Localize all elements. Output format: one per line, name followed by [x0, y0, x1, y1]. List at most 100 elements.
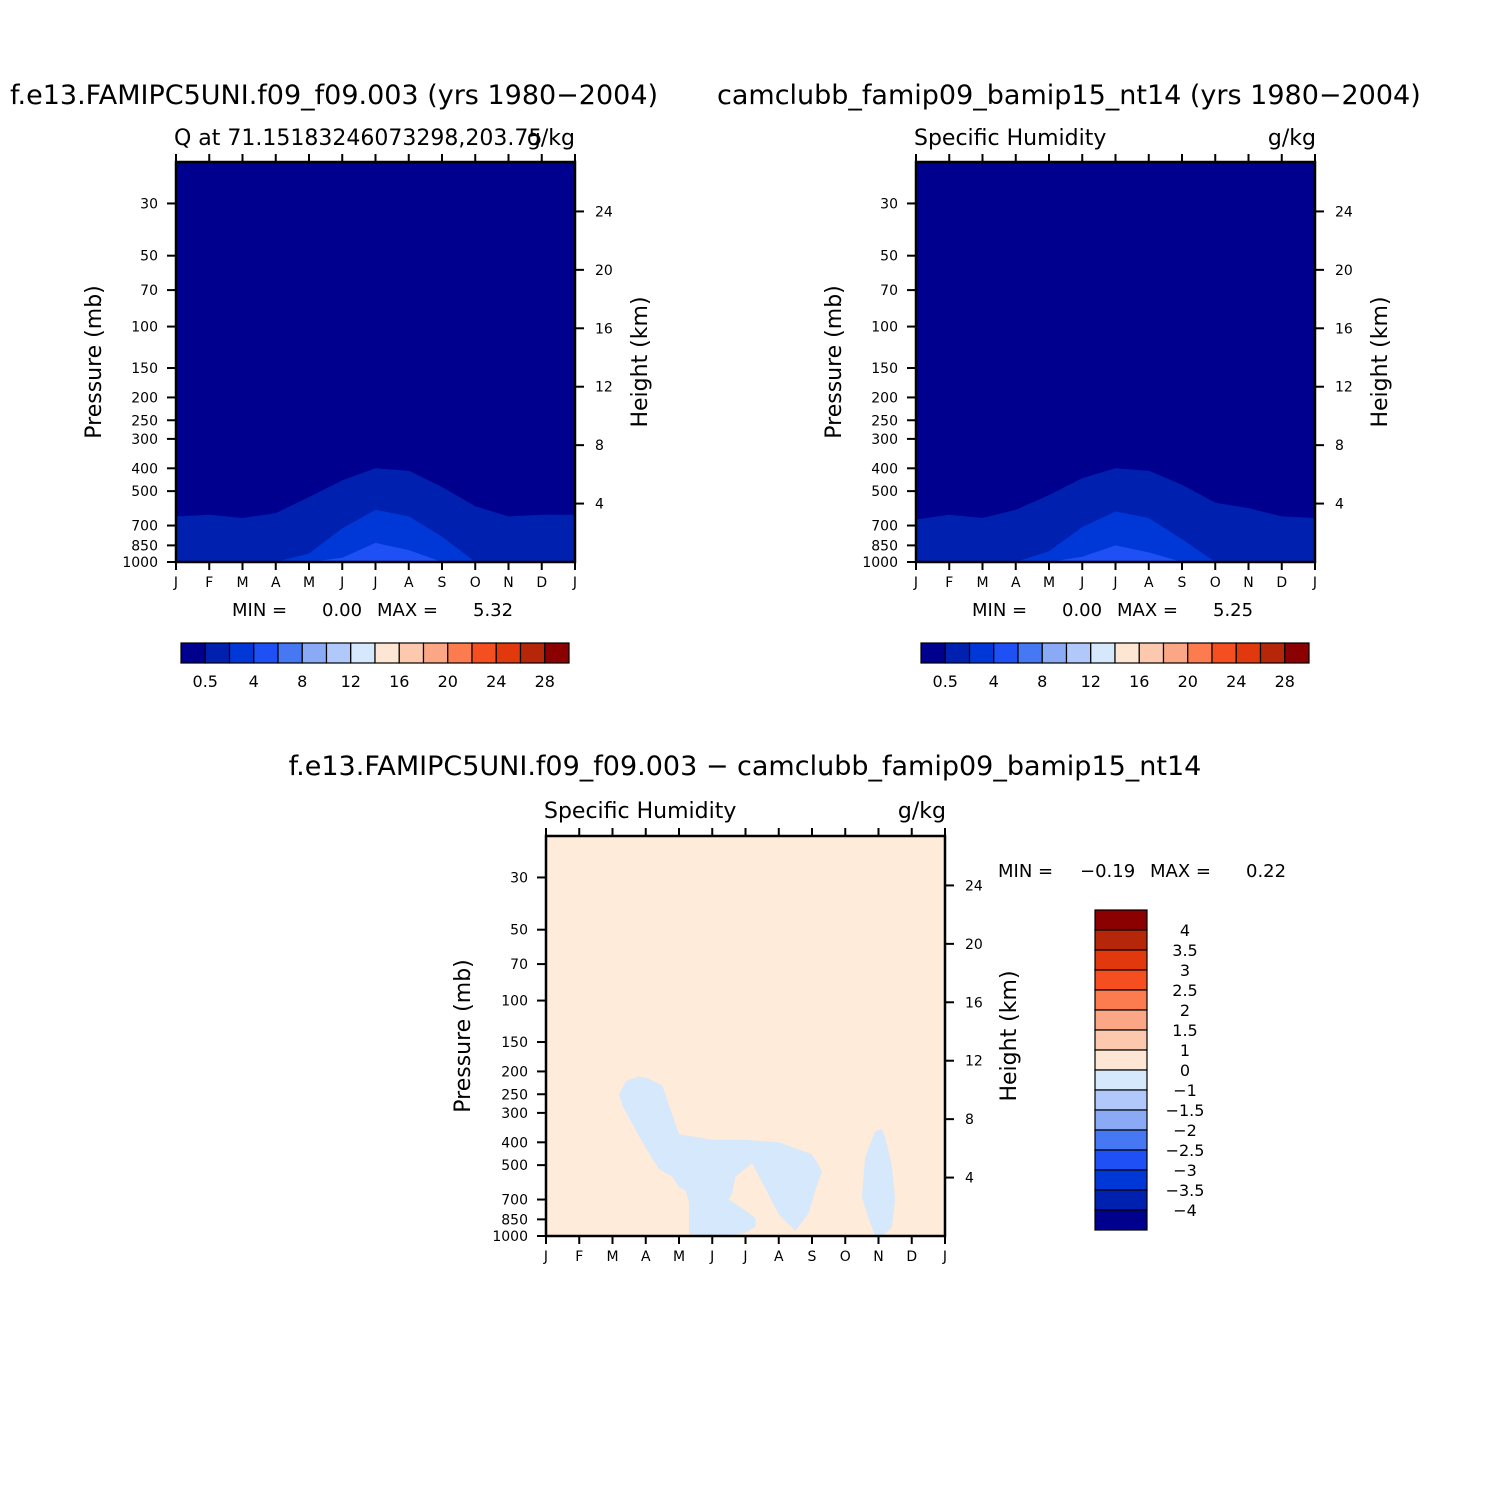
colorbar-label: 4	[1180, 921, 1190, 940]
x-tick-label: M	[1043, 575, 1055, 591]
colorbar-label: −3.5	[1166, 1181, 1205, 1200]
panel-2-max-label: MAX =	[1117, 600, 1178, 621]
panel-3-min-label: MIN =	[998, 861, 1053, 882]
y-tick-label: 50	[880, 249, 898, 265]
colorbar-box	[968, 642, 995, 664]
colorbar-label: 4	[989, 672, 999, 691]
panel-1-max-label: MAX =	[377, 600, 438, 621]
panel-2-title: camclubb_famip09_bamip15_nt14 (yrs 1980−…	[717, 80, 1421, 111]
colorbar-box	[204, 642, 231, 664]
colorbar-box	[1138, 642, 1165, 664]
y-tick-label: 1000	[862, 555, 898, 571]
y-tick-label: 300	[871, 432, 898, 448]
diff-negative-region	[619, 1076, 822, 1236]
colorbar-box	[1094, 1209, 1148, 1231]
colorbar-box	[1094, 1009, 1148, 1031]
y-right-tick-label: 8	[595, 438, 604, 454]
colorbar-box	[422, 642, 449, 664]
colorbar-label: −2	[1173, 1121, 1197, 1140]
colorbar-box	[253, 642, 279, 664]
panel-3-max-label: MAX =	[1150, 861, 1211, 882]
x-tick-label: S	[1178, 575, 1187, 591]
colorbar-label: 8	[297, 672, 307, 691]
contour-band-2-to-4	[916, 511, 1315, 562]
panel-3-title: f.e13.FAMIPC5UNI.f09_f09.003 − camclubb_…	[289, 751, 1202, 782]
colorbar-box	[1235, 642, 1262, 664]
y-tick-label: 700	[131, 519, 158, 535]
y-tick-label: 30	[510, 870, 528, 886]
colorbar-box	[1094, 1029, 1148, 1051]
y-right-tick-label: 4	[965, 1171, 974, 1187]
panel-1-min-value: 0.00	[322, 600, 362, 621]
colorbar-label: 24	[486, 672, 506, 691]
x-tick-label: A	[404, 575, 414, 591]
panel-3-subtitle-units: g/kg	[898, 799, 946, 824]
x-tick-label: O	[840, 1249, 851, 1265]
x-tick-label: A	[1144, 575, 1154, 591]
colorbar-box	[544, 642, 570, 664]
y-right-tick-label: 4	[595, 497, 604, 513]
colorbar-label: 20	[438, 672, 458, 691]
y-right-tick-label: 24	[1335, 204, 1353, 220]
y-tick-label: 150	[501, 1035, 528, 1051]
y-tick-label: 100	[501, 994, 528, 1010]
y-right-tick-label: 4	[1335, 497, 1344, 513]
colorbar-box	[920, 642, 946, 664]
colorbar-box	[325, 642, 352, 664]
y-right-tick-label: 20	[965, 937, 983, 953]
colorbar-label: 28	[535, 672, 555, 691]
colorbar-box	[1094, 1129, 1148, 1151]
y-right-tick-label: 20	[1335, 263, 1353, 279]
x-tick-label: J	[372, 575, 377, 591]
y-tick-label: 250	[501, 1087, 528, 1103]
panel-2-colorbar: 0.5 4 8 12 16 20 24 28	[920, 642, 1310, 691]
y-tick-label: 70	[140, 283, 158, 299]
colorbar-box	[1041, 642, 1068, 664]
panel-3-max-value: 0.22	[1246, 861, 1286, 882]
x-tick-label: J	[742, 1249, 747, 1265]
colorbar-box	[1094, 909, 1148, 931]
x-tick-label: M	[976, 575, 988, 591]
x-tick-label: J	[1079, 575, 1084, 591]
panel-3-min-value: −0.19	[1080, 861, 1135, 882]
y-tick-label: 400	[501, 1135, 528, 1151]
x-tick-label: J	[572, 575, 577, 591]
x-tick-label: S	[808, 1249, 817, 1265]
panel-3-colorbar: 43.532.521.510−1−1.5−2−2.5−3−3.5−4	[1094, 909, 1205, 1231]
y-tick-label: 300	[501, 1106, 528, 1122]
colorbar-label: 20	[1178, 672, 1198, 691]
colorbar-box	[1284, 642, 1310, 664]
panel-1-subtitle-units: g/kg	[527, 126, 575, 151]
panel-2-min-label: MIN =	[972, 600, 1027, 621]
y-tick-label: 500	[501, 1158, 528, 1174]
colorbar-box	[1094, 1069, 1148, 1091]
x-tick-label: F	[575, 1249, 583, 1265]
colorbar-box	[277, 642, 303, 664]
y-right-tick-label: 12	[965, 1054, 983, 1070]
x-tick-label: D	[536, 575, 547, 591]
panel-3-ylabel: Pressure (mb)	[451, 959, 476, 1113]
y-tick-label: 700	[501, 1193, 528, 1209]
x-tick-label: F	[945, 575, 953, 591]
y-tick-label: 100	[131, 320, 158, 336]
colorbar-label: −2.5	[1166, 1141, 1205, 1160]
x-tick-label: D	[1276, 575, 1287, 591]
panel-difference: f.e13.FAMIPC5UNI.f09_f09.003 − camclubb_…	[289, 751, 1286, 1265]
colorbar-box	[1187, 642, 1213, 664]
panel-1-colorbar: 0.5 4 8 12 16 20 24 28	[180, 642, 570, 691]
panel-2-subtitle-units: g/kg	[1268, 126, 1316, 151]
colorbar-label: 16	[1129, 672, 1149, 691]
colorbar-box	[1094, 929, 1148, 951]
diff-negative-region-2	[861, 1128, 896, 1236]
y-right-tick-label: 24	[595, 204, 613, 220]
colorbar-box	[1094, 1049, 1148, 1071]
y-tick-label: 300	[131, 432, 158, 448]
panel-2-plot-area: J F M A M J J A S O N D J 30 50 70 100 150 200 250 300 400 500…	[862, 154, 1353, 591]
x-tick-label: F	[205, 575, 213, 591]
x-tick-label: J	[942, 1249, 947, 1265]
y-tick-label: 200	[131, 390, 158, 406]
colorbar-label: 2.5	[1172, 981, 1197, 1000]
colorbar-label: 1.5	[1172, 1021, 1197, 1040]
panel-2-ylabel: Pressure (mb)	[822, 285, 847, 439]
colorbar-box	[374, 642, 400, 664]
